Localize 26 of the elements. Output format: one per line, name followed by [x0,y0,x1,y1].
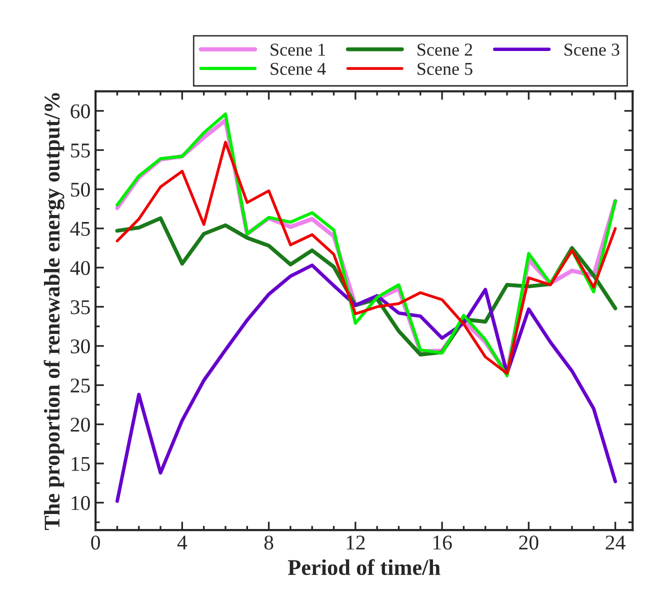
y-tick-label: 35 [70,300,90,314]
x-tick-label: 20 [519,536,538,550]
legend-label: Scene 4 [270,62,326,75]
legend-label: Scene 1 [270,44,326,56]
y-axis-title: The proportion of renewable energy output/% [44,93,64,530]
x-tick-label: 24 [606,536,626,550]
line-series [115,264,618,503]
y-tick-label: 25 [70,378,90,393]
y-tick-label: 10 [72,496,90,510]
y-tick-label: 20 [70,418,90,432]
x-tick-label: 4 [177,536,188,550]
y-tick-label: 55 [71,144,90,158]
x-tick-label: 16 [433,536,452,550]
y-tick-label: 45 [70,222,90,236]
x-tick-label: 0 [91,536,100,550]
x-tick-label: 8 [264,536,274,550]
x-tick-label: 12 [346,536,365,550]
legend-label: Scene 2 [418,44,472,56]
x-axis-title: Period of time/h [288,559,440,576]
y-tick-label: 60 [70,104,90,118]
y-tick-label: 15 [72,456,90,471]
legend-label: Scene 5 [418,62,472,75]
y-tick-label: 50 [71,182,90,197]
y-tick-label: 40 [70,260,90,276]
y-tick-label: 30 [70,339,90,354]
legend-label: Scene 3 [564,44,620,56]
